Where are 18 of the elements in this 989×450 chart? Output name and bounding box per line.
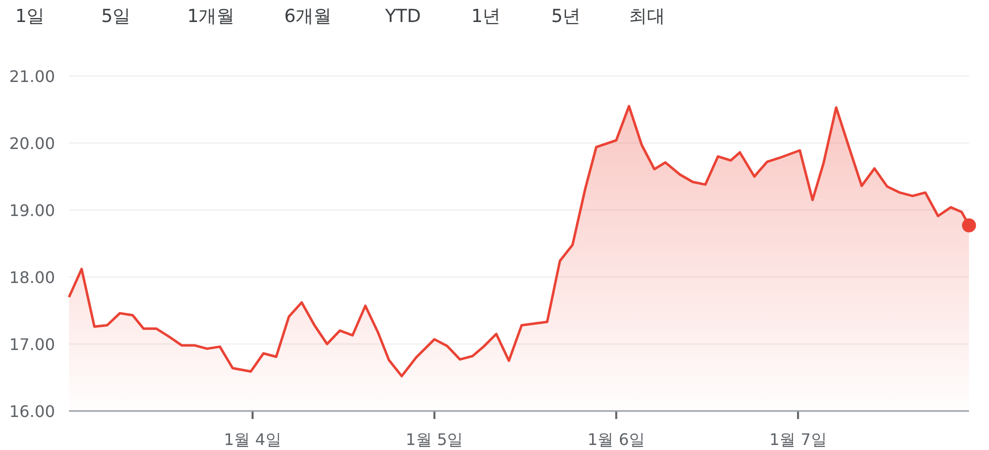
y-tick-label: 17.00 [9,335,55,354]
text: 6개월 [284,6,332,27]
x-tick-label: 1월 5일 [406,430,464,449]
text: 5년 [551,6,581,27]
text: 1년 [471,6,501,27]
text: 5일 [101,6,131,27]
text: YTD [384,6,421,27]
y-tick-label: 18.00 [9,268,55,287]
y-tick-label: 21.00 [9,67,55,86]
text: 1개월 [187,6,235,27]
text: 1일 [15,6,45,27]
x-tick-label: 1월 4일 [224,430,282,449]
y-tick-label: 20.00 [9,134,55,153]
text: 최대 [629,6,665,27]
y-tick-label: 16.00 [9,402,55,421]
x-tick-label: 1월 6일 [587,430,645,449]
x-tick-label: 1월 7일 [769,430,827,449]
y-tick-label: 19.00 [9,201,55,220]
